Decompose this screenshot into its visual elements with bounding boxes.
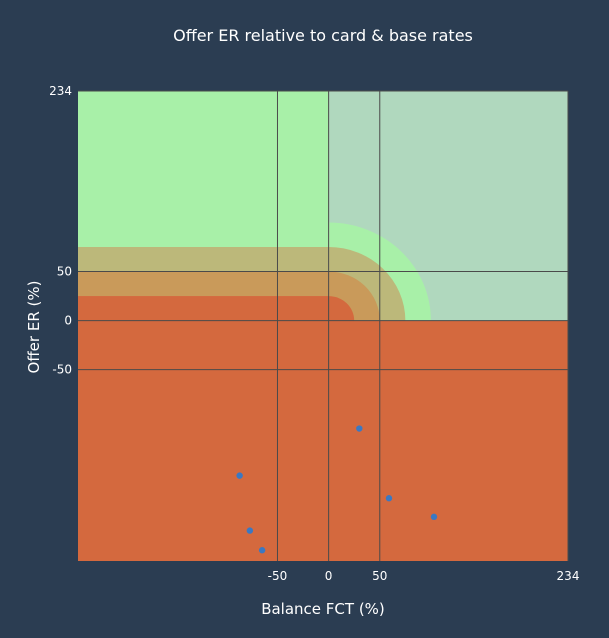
- data-point-4: [246, 527, 254, 534]
- x-axis-label: Balance FCT (%): [261, 600, 385, 618]
- y-axis-label: Offer ER (%): [25, 281, 43, 374]
- data-point-2: [385, 495, 393, 502]
- x-tick-label-2: 50: [372, 569, 387, 583]
- data-point-5: [258, 547, 266, 554]
- y-tick-label-0: 234: [49, 84, 72, 98]
- x-tick-label-1: 0: [325, 569, 333, 583]
- y-tick-label-2: 0: [64, 314, 72, 328]
- x-tick-label-3: 234: [557, 569, 580, 583]
- y-tick-label-3: -50: [52, 363, 72, 377]
- plot-area: [78, 90, 569, 561]
- data-point-3: [430, 513, 438, 521]
- chart-title: Offer ER relative to card & base rates: [173, 26, 473, 45]
- band-core-left: [78, 296, 329, 321]
- band-core-arc: [328, 296, 355, 321]
- data-point-1: [236, 472, 243, 479]
- data-point-0: [356, 425, 363, 432]
- x-tick-label-0: -50: [268, 569, 288, 583]
- y-tick-label-1: 50: [57, 265, 72, 279]
